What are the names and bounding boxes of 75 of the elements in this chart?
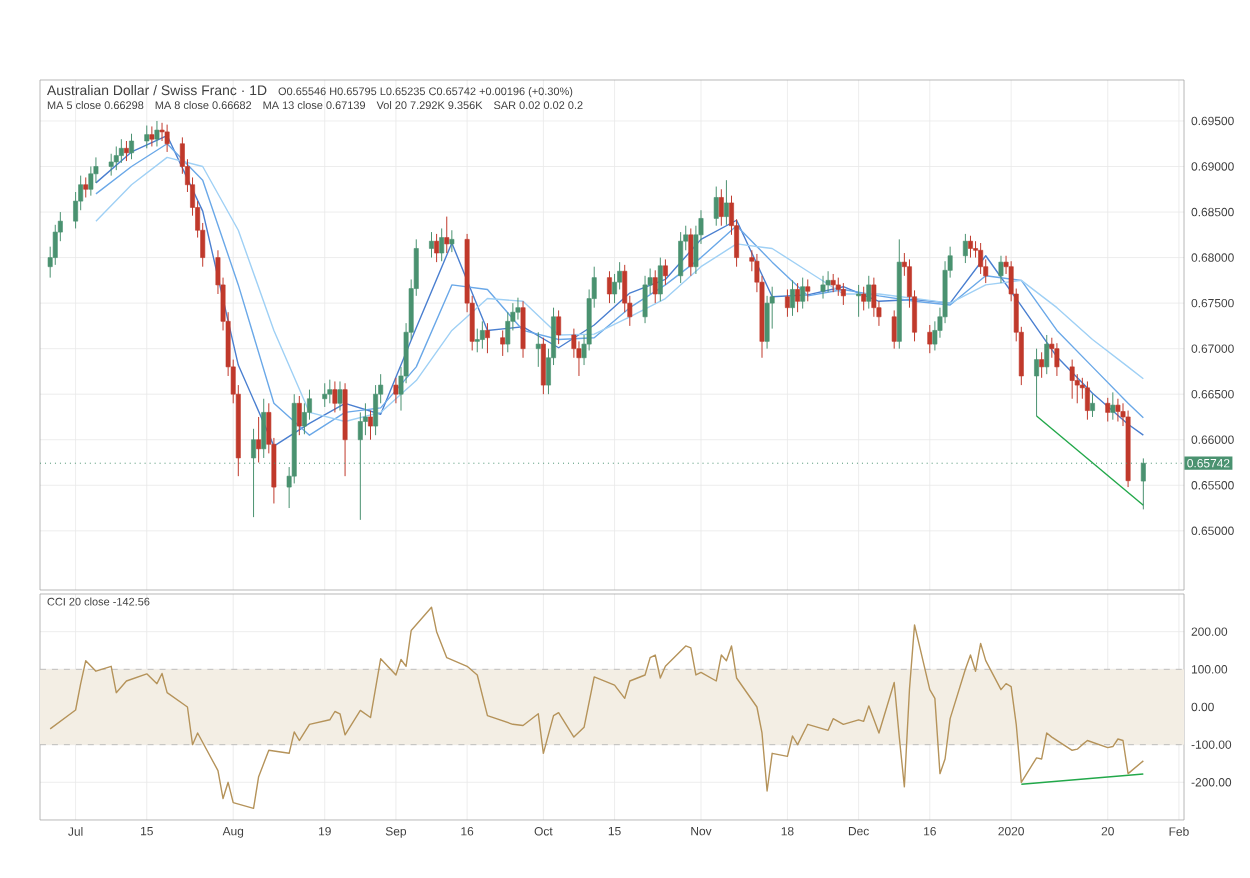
candlestick	[540, 337, 546, 395]
candlestick	[1115, 398, 1121, 423]
candlestick	[83, 176, 89, 198]
candlestick	[444, 216, 450, 254]
candlestick	[434, 233, 440, 263]
candlestick	[124, 140, 129, 162]
candlestick	[657, 257, 663, 302]
candlestick	[368, 410, 373, 441]
candlestick	[256, 416, 262, 463]
candlestick	[723, 179, 729, 226]
candlestick	[795, 282, 801, 313]
candlestick	[129, 133, 134, 160]
candlestick	[866, 275, 872, 310]
candlestick	[449, 229, 455, 253]
candlestick	[607, 270, 612, 304]
candlestick	[784, 288, 790, 318]
candlestick	[1090, 393, 1095, 418]
candlestick	[840, 282, 846, 306]
candlestick	[154, 120, 160, 147]
candlestick	[652, 269, 658, 304]
candlestick	[1054, 342, 1060, 377]
candlestick	[978, 242, 984, 275]
candlestick	[688, 227, 694, 277]
candlestick	[642, 275, 648, 324]
candlestick	[485, 322, 490, 354]
candlestick	[805, 278, 811, 302]
candlestick	[678, 231, 684, 284]
candlestick	[327, 379, 333, 404]
candlestick	[713, 186, 719, 227]
candlestick	[835, 277, 841, 297]
candlestick	[144, 125, 150, 149]
candlestick	[1110, 391, 1116, 421]
candlestick	[1069, 359, 1075, 400]
candlestick	[1105, 397, 1111, 423]
candlestick	[998, 255, 1004, 284]
candlestick	[962, 233, 968, 264]
candlestick	[927, 324, 933, 354]
candlestick	[108, 153, 114, 177]
candlestick	[535, 331, 541, 368]
candlestick	[322, 382, 328, 408]
candlestick	[1084, 380, 1090, 421]
candlestick	[500, 329, 506, 357]
candlestick	[1039, 351, 1045, 379]
candlestick	[118, 138, 124, 164]
candlestick	[296, 395, 302, 436]
candlestick	[261, 398, 267, 459]
candlestick	[718, 188, 724, 227]
candlestick	[505, 311, 511, 353]
candlestick	[1044, 334, 1050, 375]
candlestick	[393, 377, 399, 404]
candlestick	[968, 235, 973, 259]
candlestick	[520, 300, 526, 359]
candlestick	[337, 380, 343, 412]
candlestick	[861, 286, 867, 311]
candlestick	[556, 309, 562, 345]
candlestick	[856, 284, 862, 318]
candlestick	[662, 258, 668, 286]
candlestick	[871, 277, 877, 318]
line-series	[49, 606, 1145, 809]
candlestick	[790, 279, 795, 317]
candlestick	[113, 145, 119, 171]
candlestick	[825, 270, 831, 293]
candlestick	[439, 227, 445, 262]
candlestick	[1034, 348, 1039, 417]
candlestick	[479, 320, 485, 350]
candlestick	[891, 309, 897, 350]
candlestick	[164, 124, 170, 153]
candlestick	[800, 277, 806, 310]
candlestick	[474, 328, 480, 353]
candlestick	[332, 380, 338, 413]
candlestick	[830, 273, 836, 293]
candlestick	[149, 125, 155, 147]
candlestick	[820, 275, 826, 300]
candlestick	[764, 295, 770, 350]
candlestick	[429, 231, 434, 259]
